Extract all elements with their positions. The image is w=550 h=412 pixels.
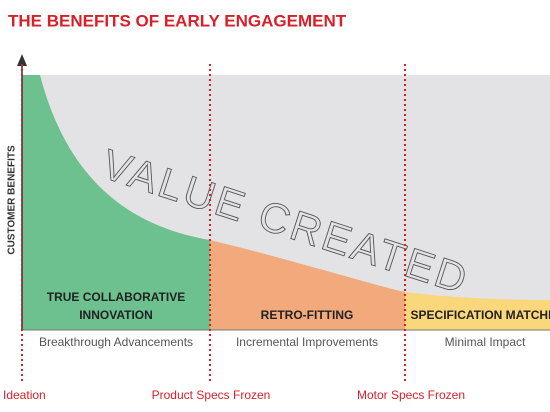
phase-label: RETRO-FITTING: [261, 308, 354, 322]
phase-sublabel: Incremental Improvements: [236, 335, 378, 349]
title: THE BENEFITS OF EARLY ENGAGEMENT: [8, 11, 347, 30]
phase-area: [210, 240, 405, 330]
phase-area: [22, 75, 210, 330]
milestone-label: Motor Specs Frozen: [357, 388, 465, 402]
milestone-labels: Ideation Product Specs Frozen Motor Spec…: [3, 388, 465, 402]
y-axis-label: CUSTOMER BENEFITS: [7, 145, 18, 255]
y-axis-arrow: [17, 54, 27, 66]
milestone-label: Product Specs Frozen: [152, 388, 271, 402]
milestone-lines: [21, 64, 406, 384]
phase-area: [405, 292, 550, 330]
area-under-curve: [22, 75, 550, 330]
milestone-label: Ideation: [3, 388, 46, 402]
phase-labels: TRUE COLLABORATIVE INNOVATION RETRO-FITT…: [47, 290, 550, 322]
phase-sublabels: Breakthrough Advancements Incremental Im…: [39, 335, 526, 349]
phase-label: INNOVATION: [79, 308, 153, 322]
phase-sublabel: Breakthrough Advancements: [39, 335, 193, 349]
phase-label: SPECIFICATION MATCHING: [411, 308, 550, 322]
phase-sublabel: Minimal Impact: [445, 335, 526, 349]
phase-label: TRUE COLLABORATIVE: [47, 290, 185, 304]
